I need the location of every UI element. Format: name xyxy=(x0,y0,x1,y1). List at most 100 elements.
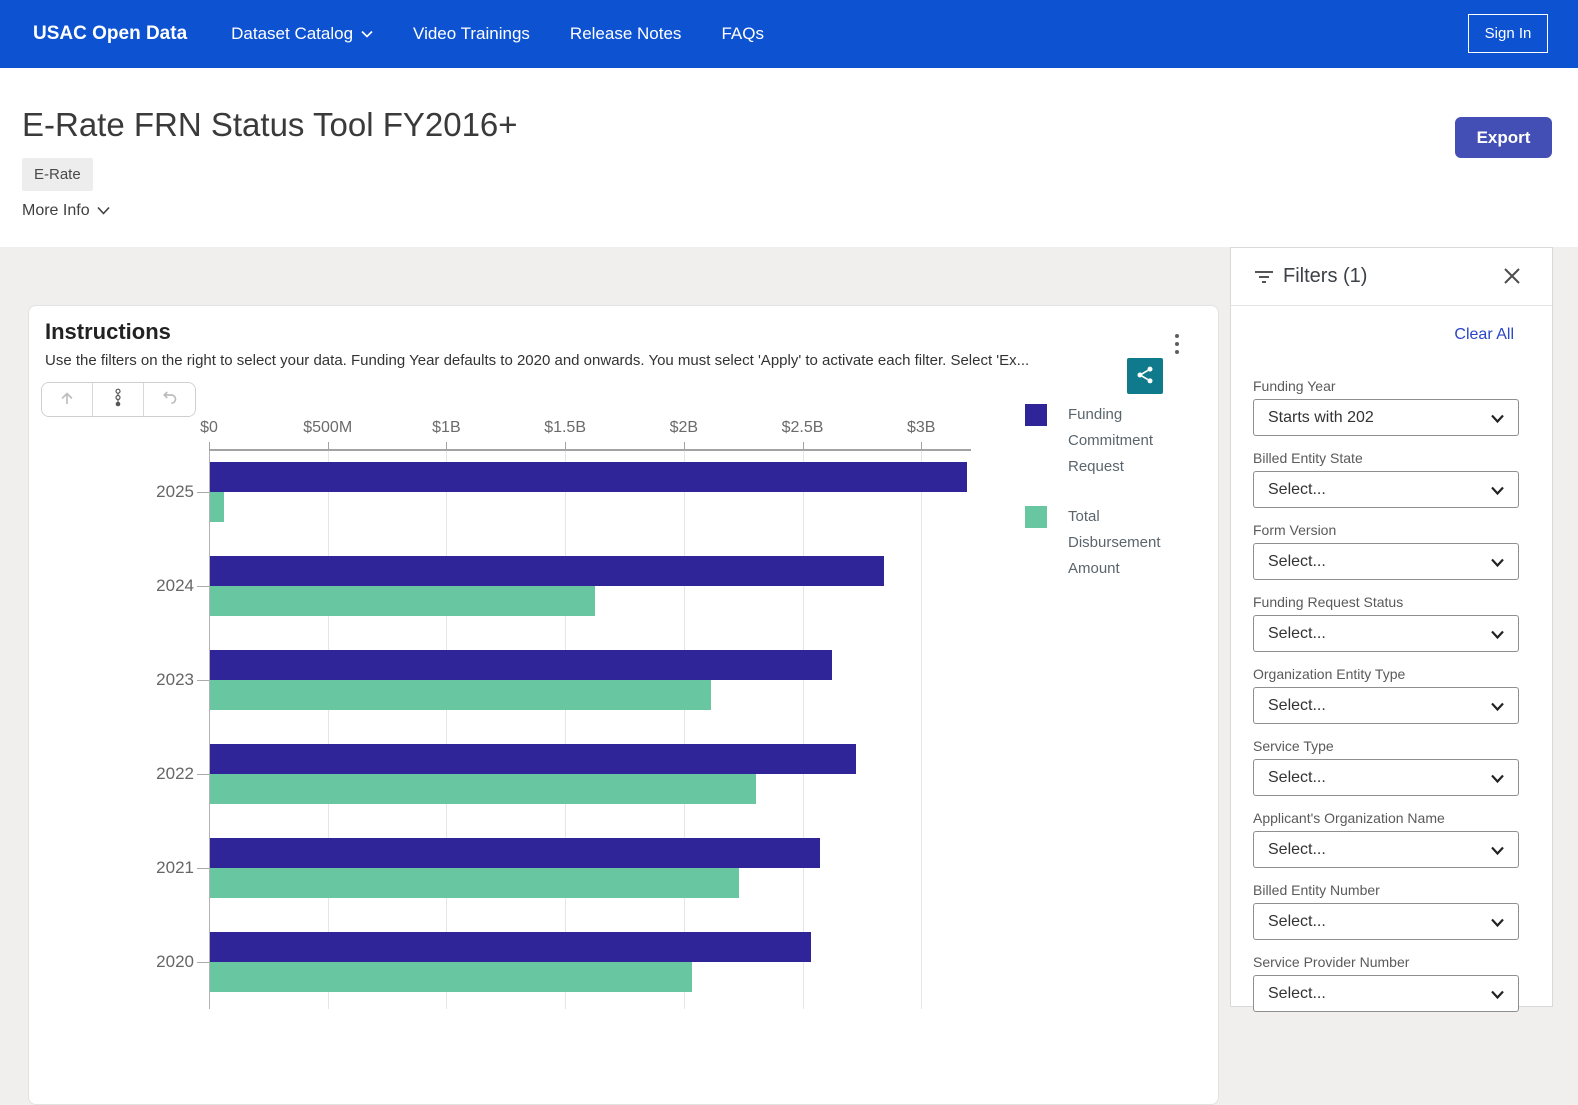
drill-up-button[interactable] xyxy=(42,383,93,416)
filter-select[interactable]: Select... xyxy=(1253,831,1519,868)
filter-select[interactable]: Select... xyxy=(1253,975,1519,1012)
close-icon xyxy=(1502,267,1522,289)
x-axis-tick xyxy=(327,442,329,449)
drill-hierarchy-button[interactable] xyxy=(93,383,144,416)
chevron-down-icon xyxy=(1489,842,1506,864)
bar-total-disbursement[interactable] xyxy=(210,492,224,522)
filter-field: Service Type Select... xyxy=(1253,738,1519,796)
y-axis-tick xyxy=(197,680,209,681)
filter-select[interactable]: Select... xyxy=(1253,759,1519,796)
top-nav: USAC Open Data Dataset Catalog Video Trai… xyxy=(0,0,1578,68)
y-axis-label: 2025 xyxy=(156,482,194,501)
undo-button[interactable] xyxy=(144,383,195,416)
filter-select[interactable]: Select... xyxy=(1253,903,1519,940)
filter-select[interactable]: Select... xyxy=(1253,687,1519,724)
x-axis-tick xyxy=(565,442,567,449)
nav-item-faqs[interactable]: FAQs xyxy=(721,24,764,44)
filters-panel: Filters (1) Clear All Funding Year Starts… xyxy=(1230,247,1553,1012)
y-axis-label: 2023 xyxy=(156,670,194,689)
filters-title: Filters (1) xyxy=(1283,265,1368,287)
bar-total-disbursement[interactable] xyxy=(210,586,595,616)
gridline xyxy=(565,451,567,1009)
y-axis-tick xyxy=(197,586,209,587)
chart-toolbar xyxy=(41,382,196,417)
filter-select-value: Select... xyxy=(1268,984,1326,1002)
share-button[interactable] xyxy=(1127,358,1163,394)
x-axis-tick-label: $2.5B xyxy=(781,419,824,436)
drill-hierarchy-icon xyxy=(110,388,126,411)
plot-area: $0 $500M $1B $1.5B $2B $2.5B $3B 2025 2024 2023 20… xyxy=(156,419,971,1009)
filter-field-label: Organization Entity Type xyxy=(1253,666,1406,682)
nav-item-video-trainings[interactable]: Video Trainings xyxy=(413,24,530,44)
filter-select-value: Select... xyxy=(1268,912,1326,930)
filter-select[interactable]: Select... xyxy=(1253,543,1519,580)
x-axis-tick-label: $2B xyxy=(669,419,699,436)
export-button[interactable]: Export xyxy=(1455,117,1552,158)
undo-icon xyxy=(160,389,179,410)
legend-item: Total Disbursement Amount xyxy=(1025,504,1190,582)
filter-select[interactable]: Starts with 202 xyxy=(1253,399,1519,436)
bar-funding-commitment-request[interactable] xyxy=(210,650,832,680)
gridline xyxy=(683,451,685,1009)
arrow-up-icon xyxy=(58,389,76,410)
y-axis-label: 2024 xyxy=(156,576,194,595)
chevron-down-icon xyxy=(1489,626,1506,648)
nav-item-release-notes[interactable]: Release Notes xyxy=(570,24,682,44)
kebab-menu-icon[interactable] xyxy=(1172,334,1182,358)
chevron-down-icon xyxy=(361,30,373,38)
bar-total-disbursement[interactable] xyxy=(210,774,756,804)
bar-funding-commitment-request[interactable] xyxy=(210,744,856,774)
brand-link[interactable]: USAC Open Data xyxy=(33,23,188,44)
filter-select-value: Select... xyxy=(1268,480,1326,498)
nav-item-label: Dataset Catalog xyxy=(231,24,354,43)
filter-select[interactable]: Select... xyxy=(1253,471,1519,508)
filter-field: Service Provider Number Select... xyxy=(1253,954,1519,1012)
bar-funding-commitment-request[interactable] xyxy=(210,838,820,868)
chevron-down-icon xyxy=(1489,482,1506,504)
filter-field: Funding Year Starts with 202 xyxy=(1253,378,1519,436)
x-axis-tick-label: $0 xyxy=(200,419,218,436)
x-axis-tick xyxy=(802,442,804,449)
filter-field-label: Funding Year xyxy=(1253,378,1336,394)
y-axis-tick xyxy=(197,962,209,963)
legend-swatch xyxy=(1025,404,1047,426)
bar-total-disbursement[interactable] xyxy=(210,680,711,710)
bar-total-disbursement[interactable] xyxy=(210,962,692,992)
y-axis-line xyxy=(209,449,210,1009)
bar-total-disbursement[interactable] xyxy=(210,868,739,898)
filter-select[interactable]: Select... xyxy=(1253,615,1519,652)
chart-legend: Funding Commitment Request Total Disburse… xyxy=(1025,402,1190,606)
more-info-toggle[interactable]: More Info xyxy=(22,202,110,220)
filter-select-value: Select... xyxy=(1268,624,1326,642)
share-icon xyxy=(1135,365,1155,388)
x-axis-tick xyxy=(921,442,923,449)
nav-item-label: Release Notes xyxy=(569,24,682,43)
gridline xyxy=(802,451,804,1009)
bar-funding-commitment-request[interactable] xyxy=(210,462,967,492)
y-axis-tick xyxy=(197,868,209,869)
nav-item-dataset-catalog[interactable]: Dataset Catalog xyxy=(231,24,373,44)
category-tag[interactable]: E-Rate xyxy=(22,158,93,191)
nav-item-label: Video Trainings xyxy=(413,24,530,43)
sign-in-button[interactable]: Sign In xyxy=(1468,14,1548,53)
bar-funding-commitment-request[interactable] xyxy=(210,932,811,962)
page-header: E-Rate FRN Status Tool FY2016+ E-Rate Mo… xyxy=(0,68,1578,247)
filter-field: Applicant's Organization Name Select... xyxy=(1253,810,1519,868)
x-axis-tick-label: $1.5B xyxy=(544,419,586,436)
filter-field: Billed Entity Number Select... xyxy=(1253,882,1519,940)
chevron-down-icon xyxy=(1489,554,1506,576)
bar-funding-commitment-request[interactable] xyxy=(210,556,884,586)
x-axis-line xyxy=(209,449,971,451)
chart-card: Instructions Use the filters on the righ… xyxy=(28,305,1219,1105)
close-filters-button[interactable] xyxy=(1500,265,1524,289)
filter-select-value: Select... xyxy=(1268,552,1326,570)
instructions-heading: Instructions xyxy=(45,319,171,344)
clear-all-button[interactable]: Clear All xyxy=(1454,326,1514,343)
chevron-down-icon xyxy=(1489,986,1506,1008)
legend-label: Total Disbursement Amount xyxy=(1068,508,1161,577)
chevron-down-icon xyxy=(1489,914,1506,936)
filters-header: Filters (1) xyxy=(1231,248,1552,306)
legend-label: Funding Commitment Request xyxy=(1068,406,1154,475)
y-axis-label: 2022 xyxy=(156,764,194,783)
filter-select-value: Select... xyxy=(1268,768,1326,786)
